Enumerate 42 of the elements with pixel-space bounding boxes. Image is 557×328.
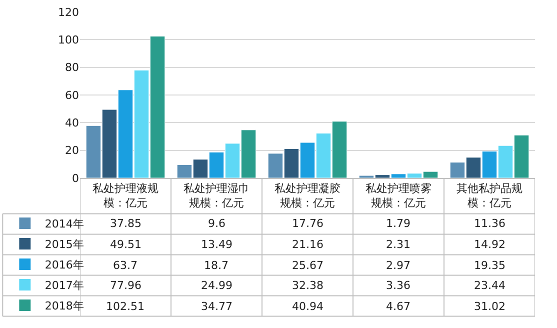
data-label: 19.35: [474, 259, 506, 272]
data-label: 102.51: [106, 300, 144, 313]
data-label: 2.97: [386, 259, 410, 272]
data-label: 9.6: [208, 217, 226, 230]
y-tick-label: 40: [65, 116, 79, 130]
data-label: 21.16: [292, 238, 324, 251]
data-label: 31.02: [474, 300, 506, 313]
legend-label: 2015年: [44, 238, 84, 252]
data-label: 2.31: [386, 238, 410, 251]
data-label: 37.85: [110, 217, 142, 230]
data-label: 63.7: [113, 259, 138, 272]
data-label: 17.76: [292, 217, 324, 230]
data-label: 14.92: [474, 238, 506, 251]
data-label: 3.36: [386, 279, 410, 292]
data-label: 77.96: [110, 279, 142, 292]
y-tick-label: 120: [58, 6, 79, 19]
data-label: 11.36: [474, 217, 506, 230]
data-label: 18.7: [204, 259, 228, 272]
data-label: 13.49: [201, 238, 232, 251]
y-tick-label: 80: [65, 61, 79, 74]
y-tick-label: 20: [65, 144, 79, 158]
legend-label: 2017年: [44, 279, 84, 292]
x-tick-label: 私处护理湿巾规模：亿元: [184, 182, 250, 210]
data-label: 40.94: [292, 300, 324, 313]
data-label: 24.99: [201, 279, 232, 292]
data-label: 25.67: [292, 259, 324, 272]
x-tick-label: 私处护理液规模：亿元: [92, 182, 158, 210]
y-tick-label: 60: [65, 88, 79, 102]
data-label: 34.77: [201, 300, 232, 313]
x-tick-label: 私处护理凝胶规模：亿元: [274, 182, 340, 210]
y-tick-label: 0: [72, 172, 79, 185]
data-label: 32.38: [292, 279, 324, 292]
data-label: 49.51: [110, 238, 142, 251]
legend-label: 2018年: [44, 300, 84, 313]
y-tick-label: 100: [58, 34, 79, 47]
x-tick-label: 其他私护品规模：亿元: [456, 182, 522, 210]
legend-label: 2016年: [44, 258, 84, 272]
legend-label: 2014年: [44, 218, 84, 231]
data-label: 1.79: [386, 217, 410, 230]
data-label: 23.44: [474, 279, 506, 292]
data-label: 4.67: [386, 300, 410, 313]
x-tick-label: 私处护理喷雾规模：亿元: [366, 182, 432, 210]
